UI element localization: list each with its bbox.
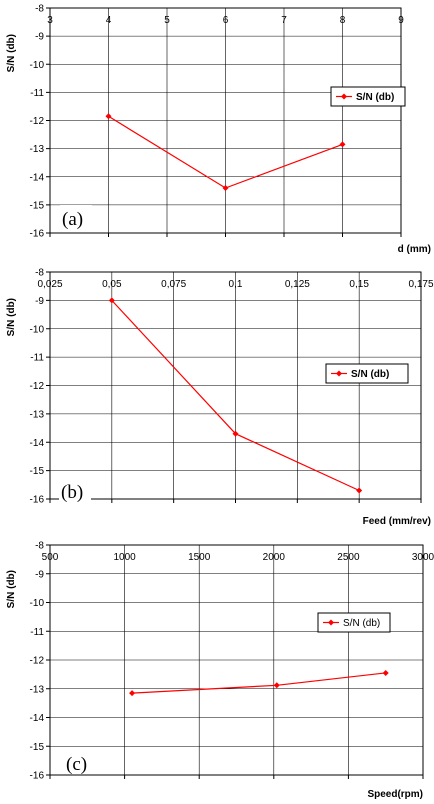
data-point — [339, 141, 346, 148]
chart-panel-1: -8 -9 -10 -11 -12 -13 -14 -15 -16 3 4 5 6 7 8 9 S/N (db)… — [6, 4, 431, 256]
y-tick-label: -16 — [30, 229, 45, 240]
x-tick-label: 3000 — [412, 552, 434, 563]
legend-marker — [336, 370, 342, 377]
x-tick-label: 0,15 — [349, 279, 369, 290]
x-tick-label: 0,025 — [37, 279, 62, 290]
y-tick-label: -14 — [30, 713, 45, 724]
y-axis-title: S/N (db) — [6, 570, 17, 608]
legend-marker — [341, 93, 347, 100]
y-tick-label: -13 — [30, 144, 45, 155]
data-point — [232, 430, 239, 437]
x-tick-label: 1500 — [188, 552, 211, 563]
legend: S/N (db) — [325, 363, 409, 384]
legend-box — [330, 86, 406, 107]
y-tick-label: -12 — [30, 656, 45, 667]
y-tick-label: -10 — [30, 324, 45, 335]
x-tick-label: 8 — [340, 15, 346, 26]
data-point — [382, 669, 389, 676]
legend-box — [317, 612, 391, 633]
y-tick-label: -13 — [30, 684, 45, 695]
y-tick-label: -12 — [30, 116, 45, 127]
x-tick-label: 6 — [223, 15, 229, 26]
y-tick-label: -16 — [30, 771, 45, 782]
data-point — [108, 297, 115, 304]
y-tick-label: -10 — [30, 60, 45, 71]
panel-label: (a) — [62, 209, 83, 230]
y-tick-label: -15 — [30, 742, 45, 753]
panel-label: (c) — [66, 754, 87, 775]
y-tick-label: -12 — [30, 381, 45, 392]
chart-panel-3: -8 -9 -10 -11 -12 -13 -14 -15 -16 500 1000 1500 2000… — [6, 541, 434, 801]
y-tick-label: -15 — [30, 466, 45, 477]
data-point — [222, 185, 229, 191]
y-tick-label: -11 — [30, 88, 44, 99]
y-tick-label: -9 — [35, 569, 44, 580]
y-tick-label: -15 — [30, 200, 45, 211]
x-tick-label: 5 — [164, 15, 170, 26]
y-tick-label: -8 — [35, 268, 44, 279]
legend-box — [325, 363, 409, 384]
x-tick-label: 2000 — [263, 552, 286, 563]
y-tick-label: -8 — [35, 541, 44, 552]
panel-label-backing — [64, 750, 96, 774]
legend: S/N (db) — [317, 612, 391, 633]
y-tick-label: -8 — [35, 4, 44, 15]
y-axis-title: S/N (db) — [6, 298, 17, 336]
panel-label: (b) — [61, 482, 83, 503]
data-point — [129, 690, 136, 697]
x-tick-label: 3 — [47, 15, 53, 26]
x-tick-label: 7 — [281, 15, 287, 26]
x-tick-label: 0,075 — [161, 279, 186, 290]
x-axis-title: Feed (mm/rev) — [363, 516, 431, 527]
y-tick-label: -11 — [30, 627, 44, 638]
y-tick-label: -11 — [30, 353, 44, 364]
x-tick-label: 500 — [42, 552, 59, 563]
x-tick-label: 0,1 — [229, 279, 243, 290]
chart-panel-2: -8 -9 -10 -11 -12 -13 -14 -15 -16 0,025 0,05 0,075 0… — [6, 268, 434, 528]
x-tick-label: 4 — [106, 15, 112, 26]
x-tick-label: 0,05 — [102, 279, 122, 290]
y-tick-label: -14 — [30, 438, 45, 449]
legend-label: S/N (db) — [343, 618, 380, 629]
y-axis-title: S/N (db) — [6, 34, 17, 72]
x-tick-label: 9 — [398, 15, 404, 26]
x-axis-title: d (mm) — [398, 244, 431, 255]
x-axis-title: Speed(rpm) — [367, 789, 423, 800]
legend-label: S/N (db) — [351, 369, 389, 380]
data-point — [356, 487, 363, 494]
legend-marker — [328, 619, 334, 626]
y-tick-label: -13 — [30, 409, 45, 420]
y-tick-label: -9 — [35, 32, 44, 43]
legend-label: S/N (db) — [356, 92, 394, 103]
y-tick-label: -9 — [35, 296, 44, 307]
legend: S/N (db) — [330, 86, 406, 107]
data-point — [105, 113, 112, 120]
data-point — [273, 682, 280, 689]
y-tick-label: -10 — [30, 598, 45, 609]
x-tick-label: 1000 — [113, 552, 136, 563]
x-tick-label: 0,175 — [408, 279, 433, 290]
panel-label-backing — [59, 478, 91, 502]
y-tick-label: -16 — [30, 495, 45, 506]
panel-label-backing — [60, 205, 92, 229]
x-tick-label: 2500 — [337, 552, 360, 563]
y-tick-label: -14 — [30, 172, 45, 183]
x-tick-label: 0,125 — [285, 279, 310, 290]
